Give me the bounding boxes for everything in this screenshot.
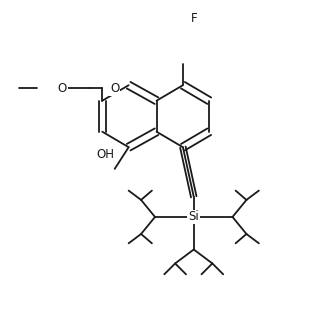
Text: Si: Si	[188, 210, 199, 223]
Text: F: F	[190, 12, 197, 25]
Text: O: O	[110, 82, 119, 95]
Text: OH: OH	[96, 148, 114, 162]
Text: O: O	[57, 82, 67, 95]
